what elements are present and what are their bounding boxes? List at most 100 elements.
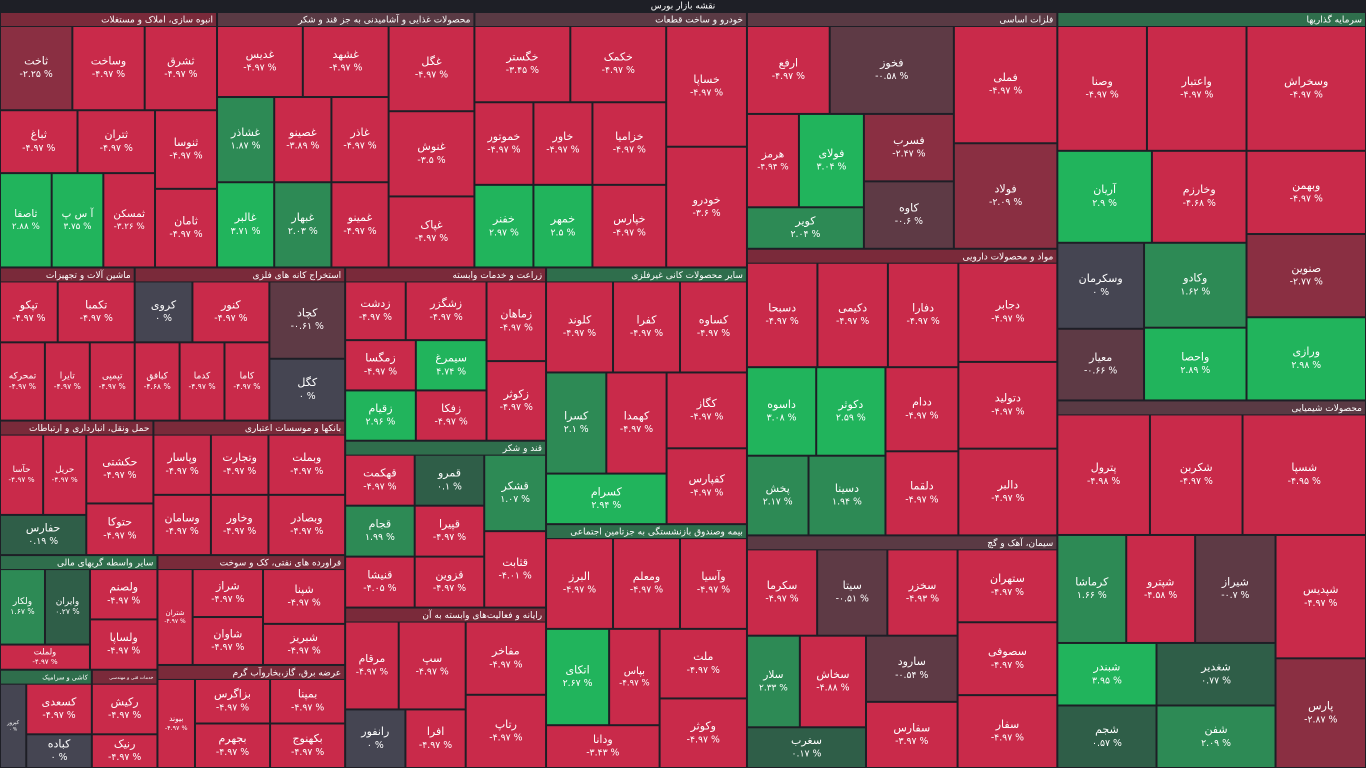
tile-name: غشاذر xyxy=(230,126,260,139)
tile-change: -۴.۹۷ % xyxy=(343,141,376,152)
tile xyxy=(270,723,346,768)
sector-header xyxy=(747,536,1057,550)
tile xyxy=(192,617,264,665)
tile-change: -۰.۵۴ % xyxy=(895,670,928,681)
tile xyxy=(1275,658,1366,768)
tile-name: قزوین xyxy=(435,568,463,581)
tile xyxy=(89,569,158,620)
tile xyxy=(224,342,270,421)
tile-change: -۴.۹۷ % xyxy=(188,382,215,391)
tile-change: -۴.۹۷ % xyxy=(223,466,256,477)
tile xyxy=(546,628,610,726)
tile xyxy=(533,184,593,268)
tile-name: تکمبا xyxy=(85,298,107,311)
tile-name: صنوین xyxy=(1291,262,1321,275)
tile-name: سصوفی xyxy=(988,645,1027,658)
tile-name: غصینو xyxy=(288,126,317,139)
sector-title: سیمان، آهک و گچ xyxy=(987,537,1053,549)
tile-name: رکیش xyxy=(111,695,139,708)
tile-name: زفکا xyxy=(441,402,461,415)
tile-change: ۱.۸۷ % xyxy=(231,141,261,152)
tile-change: -۴.۹۷ % xyxy=(107,646,140,657)
tile xyxy=(817,549,888,636)
tile xyxy=(414,505,485,557)
tile xyxy=(0,173,52,268)
tile-name: ددام xyxy=(912,396,932,409)
tile xyxy=(0,342,45,421)
tile xyxy=(0,281,58,343)
tile-change: -۲.۰۹ % xyxy=(989,197,1022,208)
tile-change: -۴.۹۷ % xyxy=(52,475,78,484)
tile xyxy=(958,361,1058,449)
tile-change: -۰.۶۶ % xyxy=(1084,366,1117,377)
sector-header xyxy=(0,670,91,684)
tile xyxy=(0,514,87,556)
tile-change: -۰.۶ % xyxy=(895,216,923,227)
tile-change: ۰.۱ % xyxy=(437,481,462,492)
tile-change: -۴.۹۷ % xyxy=(103,470,136,481)
tile xyxy=(91,683,158,735)
tile xyxy=(606,372,667,474)
tile xyxy=(414,556,485,608)
tile-name: ستهران xyxy=(990,572,1025,585)
tile xyxy=(86,434,154,504)
tile-name: ملت xyxy=(693,650,713,663)
tile-name: معیار xyxy=(1088,351,1112,364)
tile-name: ثمسکن xyxy=(113,208,145,220)
tile xyxy=(345,505,415,557)
tile-change: -۴.۹۷ % xyxy=(991,587,1024,598)
tile-change: -۴.۸۸ % xyxy=(816,683,849,694)
tile xyxy=(405,709,466,768)
tile-change: -۲.۲۵ % xyxy=(20,69,53,80)
tile-change: -۲.۷۷ % xyxy=(1290,277,1323,288)
tile-change: -۴.۹۷ % xyxy=(243,63,276,74)
tile-change: -۴.۹۷ % xyxy=(216,747,249,758)
tile xyxy=(666,26,747,147)
tile xyxy=(415,340,487,391)
tile-change: -۴.۹۷ % xyxy=(630,585,663,596)
tile-name: تپمپی xyxy=(102,372,123,382)
tile-change: ۱.۶۲ % xyxy=(1180,286,1210,297)
sector-title: حمل ونقل، انبارداری و ارتباطات xyxy=(29,424,149,434)
tile-change: -۴.۹۷ % xyxy=(80,313,113,324)
tile-change: -۴.۹۷ % xyxy=(223,526,256,537)
tile-change: -۴.۹۷ % xyxy=(630,328,663,339)
tile xyxy=(474,102,534,185)
tile-name: ثامان xyxy=(174,215,198,228)
tile-change: -۴.۹۷ % xyxy=(991,660,1024,671)
tile-change: -۴.۹۷ % xyxy=(287,598,320,609)
sector-header xyxy=(1058,13,1365,26)
tile-change: -۳.۵ % xyxy=(417,155,445,166)
tile xyxy=(885,367,959,452)
tile-name: وپاسار xyxy=(166,451,197,464)
tile-name: سیتا xyxy=(843,579,862,592)
tile-name: خپارس xyxy=(613,213,645,226)
tile-name: بمپنا xyxy=(298,688,317,701)
tile-change: -۴.۹۷ % xyxy=(1180,90,1213,101)
tile-name: قجام xyxy=(369,518,392,531)
tile xyxy=(1057,150,1152,243)
tile-change: ۲.۹۸ % xyxy=(1291,360,1321,371)
tile-name: شاوان xyxy=(213,627,242,640)
tile-change: -۴.۹۷ % xyxy=(290,526,323,537)
sector-header xyxy=(346,608,546,622)
tile-name: کاوه xyxy=(899,201,919,214)
tile xyxy=(465,621,547,695)
tile-name: ثتران xyxy=(104,128,128,141)
tile-change: -۴.۹۷ % xyxy=(690,411,723,422)
tile-name: سلار xyxy=(762,669,783,681)
tile-change: -۴.۹۷ % xyxy=(1290,194,1323,205)
tile-name: داسوه xyxy=(767,398,796,411)
tile-change: -۴.۹۷ % xyxy=(697,585,730,596)
tile-change: -۴.۹۷ % xyxy=(359,312,392,323)
tile xyxy=(1057,642,1157,706)
tile-change: -۴.۹۷ % xyxy=(166,526,199,537)
tile-name: شجم xyxy=(1095,723,1119,736)
tile xyxy=(217,182,275,268)
tile-change: -۴.۹۷ % xyxy=(9,382,36,391)
tile-change: -۴.۹۷ % xyxy=(166,466,199,477)
sector-title: ماشین آلات و تجهیزات xyxy=(46,269,131,281)
tile-change: -۲.۴۷ % xyxy=(892,149,925,160)
sector-title: استخراج کانه های فلزی xyxy=(253,271,342,281)
sector-title: زراعت و خدمات وابسته xyxy=(452,271,542,281)
